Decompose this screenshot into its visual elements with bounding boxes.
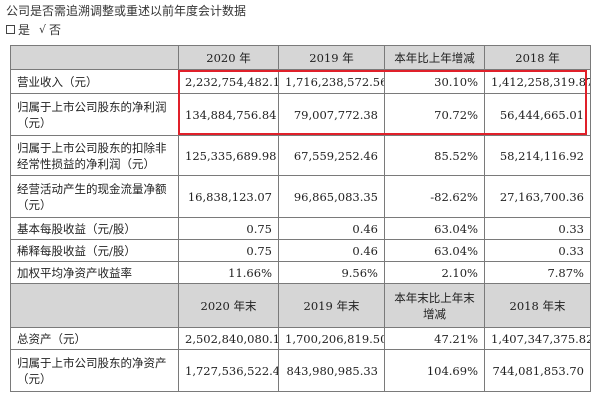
header-cell xyxy=(10,283,179,328)
value-cell: 0.75 xyxy=(178,217,279,240)
financial-table: 2020 年 2019 年 本年比上年增减 2018 年 营业收入（元） 2,2… xyxy=(10,45,591,392)
value-cell: 843,980,985.33 xyxy=(278,349,385,392)
row-label: 加权平均净资产收益率 xyxy=(10,261,179,284)
value-cell: 2,232,754,482.14 xyxy=(178,69,279,94)
value-cell: -82.62% xyxy=(384,175,485,218)
table-row: 归属于上市公司股东的扣除非经常性损益的净利润（元） 125,335,689.98… xyxy=(10,135,591,176)
value-cell: 67,559,252.46 xyxy=(278,135,385,176)
table-row: 营业收入（元） 2,232,754,482.14 1,716,238,572.5… xyxy=(10,69,591,94)
row-label: 归属于上市公司股东的扣除非经常性损益的净利润（元） xyxy=(10,135,179,176)
value-cell: 63.04% xyxy=(384,217,485,240)
table-row: 总资产（元） 2,502,840,080.12 1,700,206,819.50… xyxy=(10,327,591,350)
row-label: 基本每股收益（元/股） xyxy=(10,217,179,240)
value-cell: 56,444,665.01 xyxy=(484,93,591,136)
value-cell: 27,163,700.36 xyxy=(484,175,591,218)
value-cell: 58,214,116.92 xyxy=(484,135,591,176)
value-cell: 9.56% xyxy=(278,261,385,284)
value-cell: 2,502,840,080.12 xyxy=(178,327,279,350)
value-cell: 30.10% xyxy=(384,69,485,94)
header-cell: 2018 年末 xyxy=(484,283,591,328)
option-yes-label: 是 xyxy=(18,23,31,37)
table-row: 稀释每股收益（元/股） 0.75 0.46 63.04% 0.33 xyxy=(10,239,591,262)
value-cell: 11.66% xyxy=(178,261,279,284)
value-cell: 1,412,258,319.87 xyxy=(484,69,591,94)
table-row: 归属于上市公司股东的净利润（元） 134,884,756.84 79,007,7… xyxy=(10,93,591,136)
row-label: 经营活动产生的现金流量净额（元） xyxy=(10,175,179,218)
header-cell: 本年末比上年末增减 xyxy=(384,283,485,328)
row-label: 总资产（元） xyxy=(10,327,179,350)
value-cell: 85.52% xyxy=(384,135,485,176)
value-cell: 16,838,123.07 xyxy=(178,175,279,218)
value-cell: 104.69% xyxy=(384,349,485,392)
value-cell: 0.75 xyxy=(178,239,279,262)
row-label: 稀释每股收益（元/股） xyxy=(10,239,179,262)
answer-options: 是 √ 否 xyxy=(6,21,61,38)
value-cell: 1,700,206,819.50 xyxy=(278,327,385,350)
table-row: 基本每股收益（元/股） 0.75 0.46 63.04% 0.33 xyxy=(10,217,591,240)
checkbox-yes[interactable] xyxy=(6,25,15,34)
row-label: 营业收入（元） xyxy=(10,69,179,94)
header-cell: 2020 年末 xyxy=(178,283,279,328)
value-cell: 1,407,347,375.82 xyxy=(484,327,591,350)
row-label: 归属于上市公司股东的净利润（元） xyxy=(10,93,179,136)
value-cell: 0.46 xyxy=(278,239,385,262)
table-row: 经营活动产生的现金流量净额（元） 16,838,123.07 96,865,08… xyxy=(10,175,591,218)
header-row-1: 2020 年 2019 年 本年比上年增减 2018 年 xyxy=(10,45,591,70)
value-cell: 2.10% xyxy=(384,261,485,284)
value-cell: 744,081,853.70 xyxy=(484,349,591,392)
value-cell: 7.87% xyxy=(484,261,591,284)
header-cell: 2018 年 xyxy=(484,45,591,70)
check-icon: √ xyxy=(39,23,47,36)
table-row: 归属于上市公司股东的净资产（元） 1,727,536,522.45 843,98… xyxy=(10,349,591,392)
value-cell: 63.04% xyxy=(384,239,485,262)
option-no-label: 否 xyxy=(49,23,62,37)
value-cell: 1,716,238,572.56 xyxy=(278,69,385,94)
row-label: 归属于上市公司股东的净资产（元） xyxy=(10,349,179,392)
header-cell: 本年比上年增减 xyxy=(384,45,485,70)
value-cell: 0.33 xyxy=(484,217,591,240)
value-cell: 47.21% xyxy=(384,327,485,350)
value-cell: 96,865,083.35 xyxy=(278,175,385,218)
header-cell: 2019 年 xyxy=(278,45,385,70)
value-cell: 1,727,536,522.45 xyxy=(178,349,279,392)
value-cell: 79,007,772.38 xyxy=(278,93,385,136)
value-cell: 125,335,689.98 xyxy=(178,135,279,176)
header-cell: 2019 年末 xyxy=(278,283,385,328)
table-row: 加权平均净资产收益率 11.66% 9.56% 2.10% 7.87% xyxy=(10,261,591,284)
header-cell xyxy=(10,45,179,70)
question-text: 公司是否需追溯调整或重述以前年度会计数据 xyxy=(6,4,247,18)
header-cell: 2020 年 xyxy=(178,45,279,70)
value-cell: 0.46 xyxy=(278,217,385,240)
value-cell: 134,884,756.84 xyxy=(178,93,279,136)
value-cell: 70.72% xyxy=(384,93,485,136)
header-row-2: 2020 年末 2019 年末 本年末比上年末增减 2018 年末 xyxy=(10,283,591,328)
value-cell: 0.33 xyxy=(484,239,591,262)
